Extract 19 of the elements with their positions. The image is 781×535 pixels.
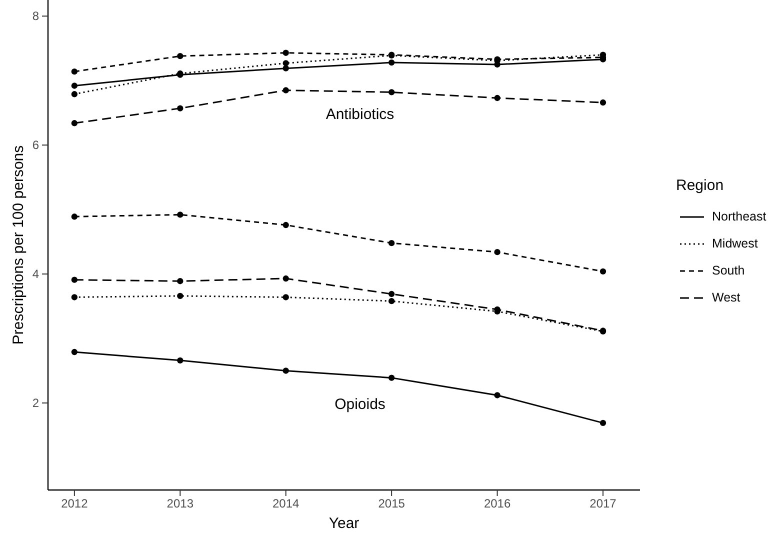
legend-label: South <box>712 263 745 278</box>
legend-title: Region <box>676 177 724 194</box>
legend-label: West <box>712 290 741 304</box>
y-tick-label: 2 <box>32 396 40 410</box>
x-tick-label: 2012 <box>61 496 88 511</box>
y-tick-label: 4 <box>32 266 40 281</box>
x-axis-title: Year <box>328 515 360 532</box>
x-tick-label: 2015 <box>378 496 406 511</box>
x-tick-label: 2014 <box>272 496 300 511</box>
x-tick-label: 2017 <box>590 496 617 511</box>
x-tick-label: 2016 <box>484 496 511 511</box>
legend-label: Midwest <box>712 236 758 250</box>
annotation: Antibiotics <box>326 106 394 123</box>
y-tick-label: 6 <box>32 138 40 152</box>
y-tick-label: 8 <box>32 8 40 23</box>
x-tick-label: 2013 <box>166 496 194 511</box>
y-axis-title: Prescriptions per 100 persons <box>10 145 27 345</box>
legend-label: Northeast <box>712 209 767 224</box>
annotation: Opioids <box>334 396 386 413</box>
